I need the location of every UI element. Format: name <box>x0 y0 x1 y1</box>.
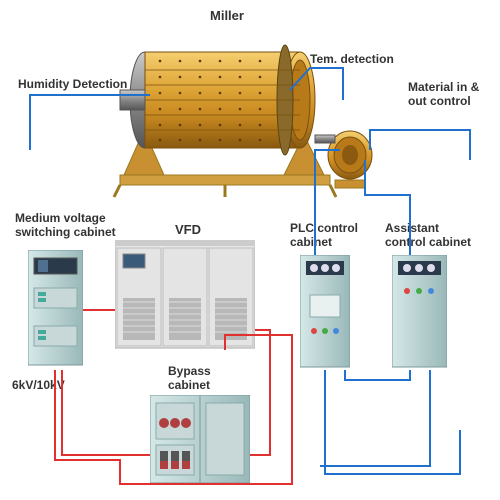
bypass-label: Bypass cabinet <box>168 365 238 393</box>
mv-cabinet-label: Medium voltage switching cabinet <box>15 212 125 240</box>
vfd-label: VFD <box>175 222 201 237</box>
mv-switching-cabinet <box>28 250 83 375</box>
material-label: Material in & out control <box>408 80 498 109</box>
bypass-cabinet <box>150 395 250 492</box>
plc-label: PLC control cabinet <box>290 222 370 250</box>
miller-label: Miller <box>210 8 244 23</box>
plc-cabinet <box>300 255 350 378</box>
vfd-cabinet <box>115 240 255 360</box>
miller-graphic <box>110 25 380 200</box>
assistant-cabinet <box>392 255 447 378</box>
supply-label: 6kV/10kV <box>12 378 65 392</box>
assistant-label: Assistant control cabinet <box>385 222 475 250</box>
